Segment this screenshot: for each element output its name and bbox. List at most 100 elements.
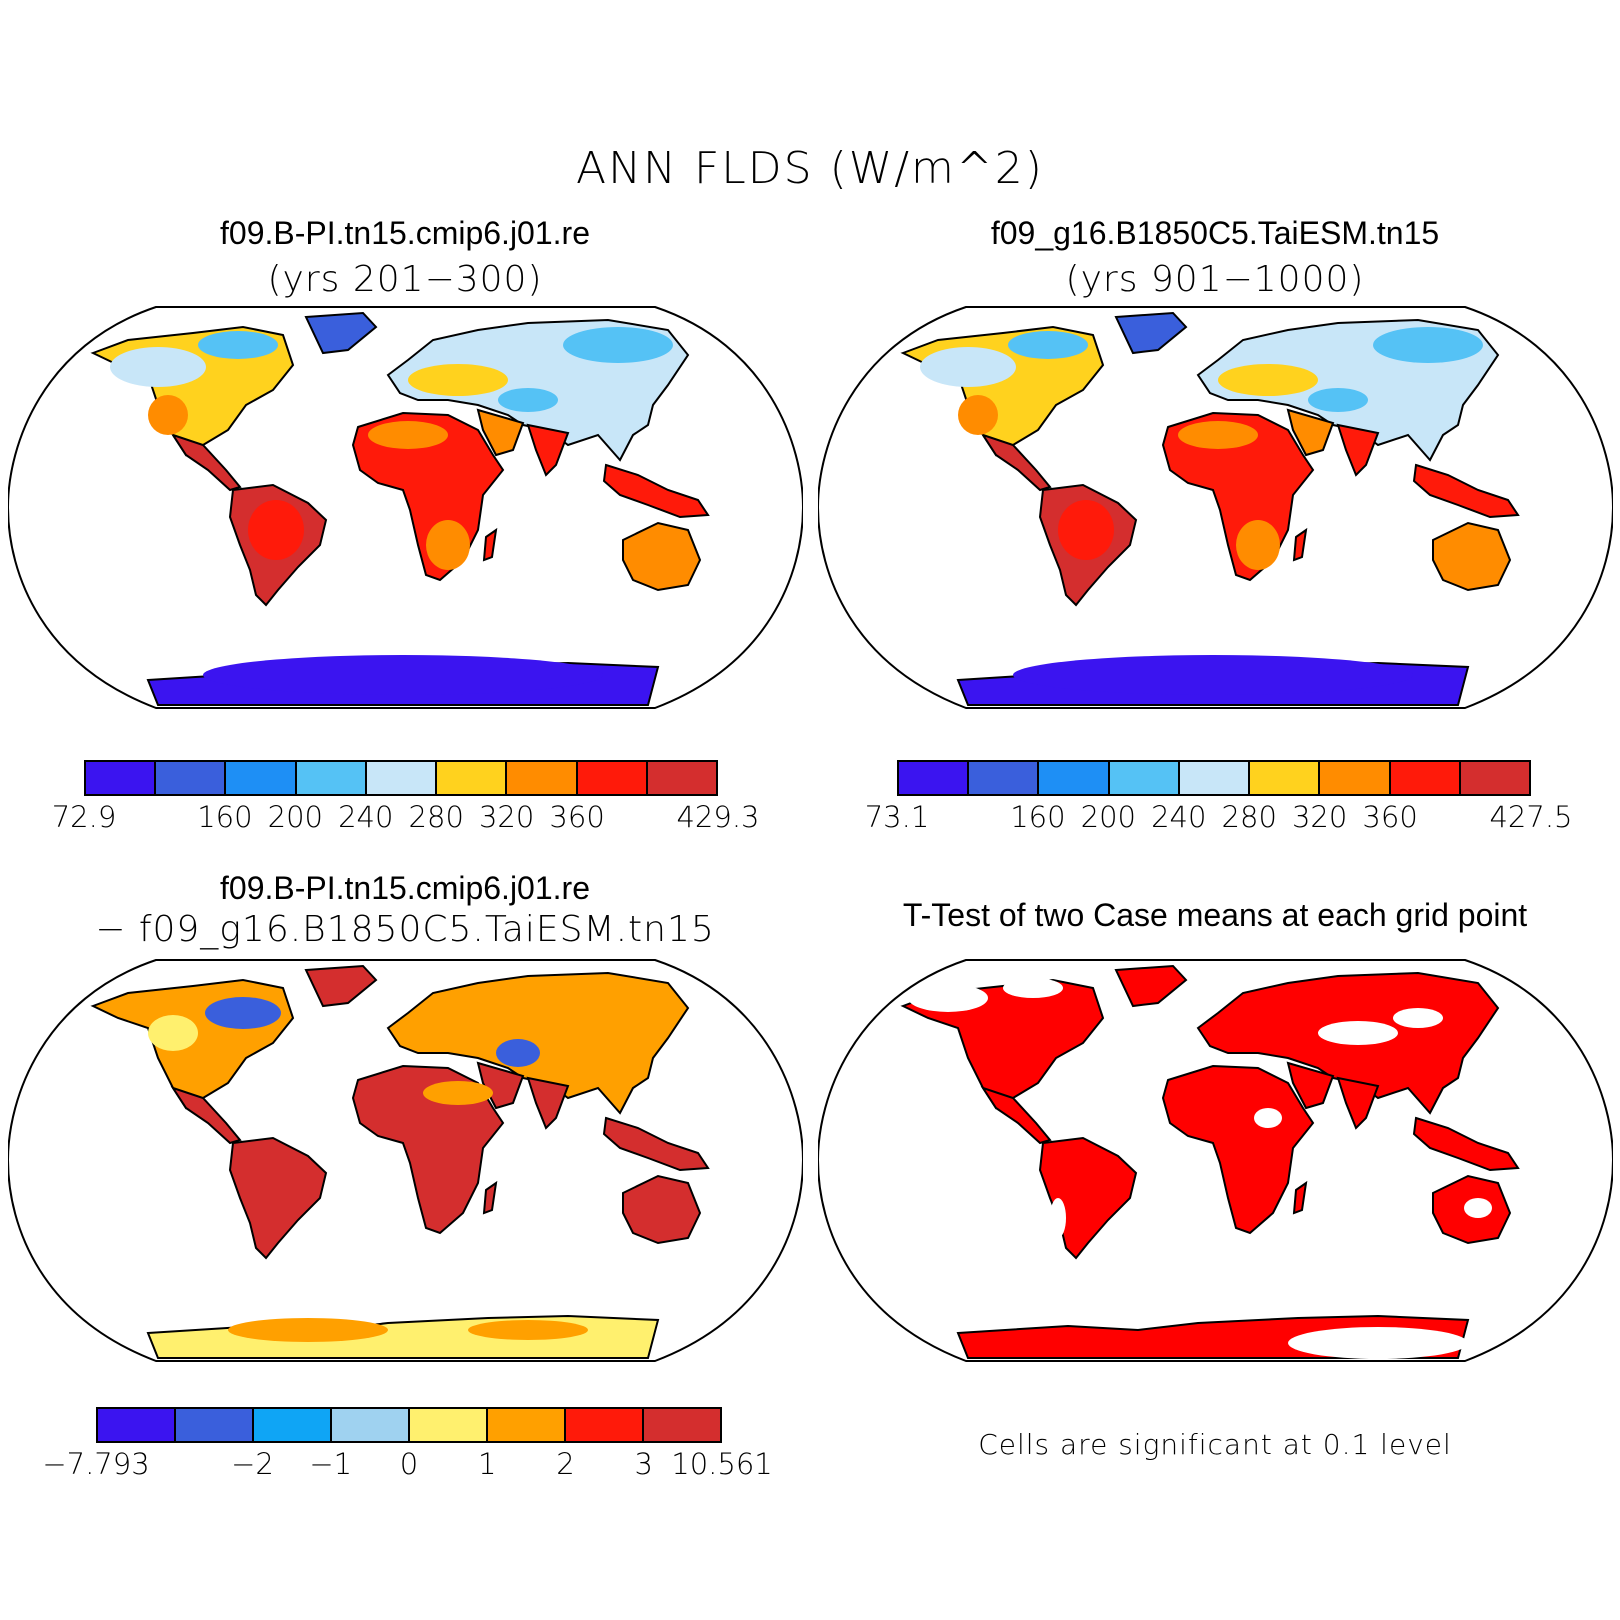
land-fields bbox=[900, 311, 1520, 706]
continent-india bbox=[526, 1076, 570, 1130]
field-patch bbox=[563, 327, 673, 363]
colorbar-cell bbox=[98, 1409, 176, 1441]
case2-title: f09_g16.B1850C5.TaiESM.tn15 bbox=[990, 215, 1440, 251]
colorbar-cell bbox=[507, 762, 578, 794]
map-outline bbox=[818, 306, 1613, 709]
field-patch bbox=[1236, 520, 1280, 570]
colorbar-label: 429.3 bbox=[676, 800, 760, 834]
colorbar-label: 280 bbox=[408, 800, 464, 834]
continent-madagascar bbox=[1292, 527, 1308, 562]
colorbar-label: 280 bbox=[1221, 800, 1277, 834]
ttest-map bbox=[818, 959, 1613, 1362]
colorbar-cell bbox=[1109, 762, 1180, 794]
continent-greenland bbox=[1114, 311, 1188, 355]
colorbar-cell bbox=[488, 1409, 566, 1441]
continent-se-asia bbox=[1412, 463, 1520, 519]
field-patch bbox=[148, 1015, 198, 1051]
field-patch bbox=[628, 547, 688, 583]
field-patch bbox=[1013, 655, 1413, 695]
field-patch bbox=[1178, 421, 1258, 449]
colorbar-label: 0 bbox=[399, 1447, 419, 1481]
continent-central-america bbox=[170, 1086, 242, 1145]
colorbar-label: −7.793 bbox=[42, 1447, 150, 1481]
field-patch bbox=[205, 997, 281, 1029]
colorbar-label: 360 bbox=[1362, 800, 1418, 834]
ttest-title: T-Test of two Case means at each grid po… bbox=[902, 897, 1528, 933]
colorbar-cell bbox=[647, 762, 716, 794]
colorbar-cell bbox=[176, 1409, 254, 1441]
field-patch bbox=[1393, 1008, 1443, 1028]
field-patch bbox=[1050, 1198, 1066, 1238]
diff-map bbox=[8, 959, 803, 1362]
figure-title: ANN FLDS (W/m^2) bbox=[576, 143, 1044, 194]
continent-madagascar bbox=[482, 527, 498, 562]
colorbar-cell bbox=[1039, 762, 1110, 794]
continent-africa bbox=[351, 1064, 505, 1235]
continent-madagascar bbox=[1292, 1180, 1308, 1215]
colorbar-cell bbox=[437, 762, 508, 794]
continent-africa bbox=[1161, 1064, 1315, 1235]
field-patch bbox=[1288, 1327, 1468, 1359]
field-patch bbox=[1003, 978, 1063, 998]
field-patch bbox=[228, 1318, 388, 1342]
colorbar-label: 73.1 bbox=[864, 800, 930, 834]
colorbar-cell bbox=[1390, 762, 1461, 794]
field-patch bbox=[423, 1081, 493, 1105]
diff-subtitle: − f09_g16.B1850C5.TaiESM.tn15 bbox=[95, 909, 715, 950]
continent-greenland bbox=[304, 964, 378, 1008]
field-patch bbox=[368, 421, 448, 449]
continent-central-america bbox=[980, 1086, 1052, 1145]
field-patch bbox=[1254, 1108, 1282, 1128]
continent-greenland bbox=[304, 311, 378, 355]
colorbar-cell bbox=[410, 1409, 488, 1441]
colorbar-cell bbox=[969, 762, 1040, 794]
continent-se-asia bbox=[602, 463, 710, 519]
field-patch bbox=[1058, 500, 1114, 560]
colorbar-cell bbox=[1320, 762, 1391, 794]
colorbar-label: 240 bbox=[338, 800, 394, 834]
colorbar-label: 200 bbox=[267, 800, 324, 834]
colorbar-cell bbox=[1179, 762, 1251, 794]
case1-subtitle: (yrs 201−300) bbox=[267, 259, 543, 300]
field-patch bbox=[408, 364, 508, 396]
continent-india bbox=[1336, 1076, 1380, 1130]
field-patch bbox=[920, 347, 1016, 387]
colorbar-cell bbox=[296, 762, 367, 794]
colorbar-cell bbox=[644, 1409, 720, 1441]
continent-india bbox=[526, 423, 570, 477]
continent-greenland bbox=[1114, 964, 1188, 1008]
case2-map bbox=[818, 306, 1613, 709]
colorbar-label: 10.561 bbox=[671, 1447, 773, 1481]
diff-title: f09.B-PI.tn15.cmip6.j01.re bbox=[220, 870, 590, 906]
colorbar-label: 320 bbox=[1291, 800, 1348, 834]
colorbar-cell bbox=[86, 762, 157, 794]
colorbar-cell bbox=[254, 1409, 332, 1441]
case1-map bbox=[8, 306, 803, 709]
colorbar-label: −1 bbox=[309, 1447, 353, 1481]
field-patch bbox=[426, 520, 470, 570]
field-patch bbox=[198, 331, 278, 359]
field-patch bbox=[496, 1039, 540, 1067]
colorbar-label: 160 bbox=[1010, 800, 1066, 834]
field-patch bbox=[498, 388, 558, 412]
field-patch bbox=[958, 395, 998, 435]
field-patch bbox=[203, 655, 603, 695]
field-patch bbox=[1318, 1021, 1398, 1045]
land-fields bbox=[90, 964, 710, 1359]
continent-australia bbox=[622, 1174, 702, 1245]
colorbar-cell bbox=[899, 762, 970, 794]
case2-subtitle: (yrs 901−1000) bbox=[1065, 259, 1365, 300]
colorbar-cell bbox=[332, 1409, 410, 1441]
colorbar-label: 240 bbox=[1151, 800, 1207, 834]
field-patch bbox=[468, 1320, 588, 1340]
diff-colorbar-labels: −7.793 −2 −1 0 1 2 3 10.561 bbox=[42, 1447, 772, 1481]
field-patch bbox=[1308, 388, 1368, 412]
diff-colorbar bbox=[96, 1407, 722, 1443]
colorbar-label: 360 bbox=[549, 800, 605, 834]
ttest-significance-note: Cells are significant at 0.1 level bbox=[978, 1428, 1452, 1461]
colorbar-cell bbox=[566, 1409, 644, 1441]
continent-arabia bbox=[476, 408, 525, 457]
colorbar-label: 320 bbox=[478, 800, 535, 834]
case1-colorbar bbox=[84, 760, 718, 796]
case2-colorbar bbox=[897, 760, 1531, 796]
